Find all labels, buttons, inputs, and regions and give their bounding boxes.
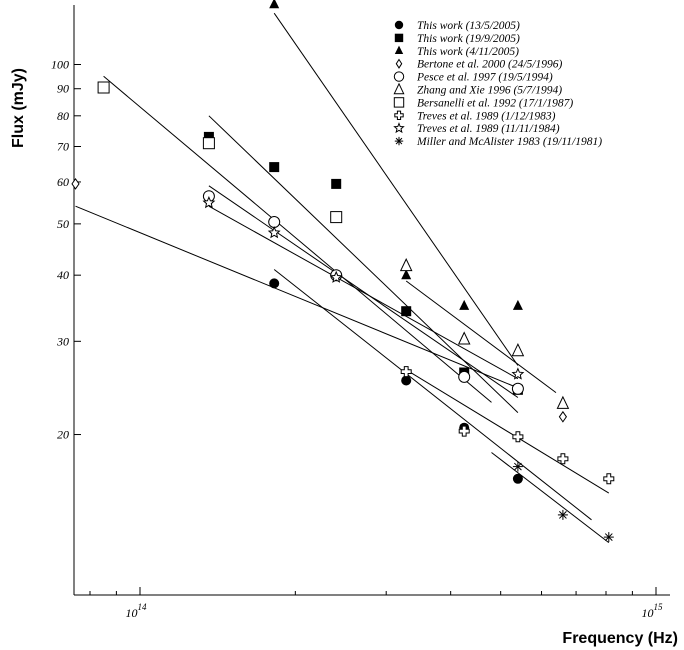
data-point-s3-4 [512,299,523,310]
legend-label-5: Pesce et al. 1997 (19/5/1994) [416,72,553,84]
y-tick-label: 90 [57,82,69,96]
data-point-s2-3 [331,178,342,189]
legend-label-8: Treves et al. 1989 (1/12/1983) [417,110,556,122]
y-tick-label: 50 [57,217,69,231]
data-point-s9-4 [511,367,525,380]
data-point-s6-3 [511,343,525,357]
fit-line-2 [208,115,519,413]
legend-marker-2 [394,33,404,43]
data-point-s10-3 [603,532,614,543]
data-point-s8-2 [458,425,470,437]
data-point-s9-3 [329,270,343,283]
x-tick-label: 1015 [642,602,664,620]
legend-marker-3 [394,45,404,54]
fit-line-4 [75,205,519,389]
fit-line-8 [405,369,610,494]
data-point-s2-1 [203,131,214,142]
fit-line-9 [208,205,519,380]
y-tick-label: 30 [56,334,69,348]
fit-lines [75,12,610,543]
y-tick-label: 100 [51,58,69,72]
data-point-s1-2 [401,375,412,386]
data-point-s2-4 [401,306,412,317]
legend-marker-9 [393,122,405,134]
data-point-s8-5 [603,473,615,485]
y-axis-title: Flux (mJy) [10,68,27,148]
data-point-s6-1 [399,257,413,272]
fit-line-3 [273,12,519,366]
y-tick-label: 60 [57,175,69,189]
legend-label-10: Miller and McAlister 1983 (19/11/1981) [416,136,602,148]
legend-marker-1 [394,20,404,30]
legend-marker-10 [394,136,404,146]
data-point-s5-5 [511,382,524,395]
data-point-s10-2 [557,509,568,520]
data-point-s9-1 [202,196,216,209]
legend-label-9: Treves et al. 1989 (11/11/1984) [417,123,560,135]
data-point-s8-3 [512,431,524,443]
data-point-s7-1 [97,81,110,94]
data-point-s4-2 [558,410,568,423]
data-point-s6-4 [556,395,570,409]
data-point-s5-2 [268,216,281,228]
fit-line-7 [103,75,492,403]
data-point-s2-2 [269,162,280,173]
data-point-s1-4 [512,473,523,484]
data-point-s6-2 [457,331,471,345]
data-point-s3-2 [401,269,412,280]
data-point-s10-1 [512,461,523,472]
legend-marker-4 [395,58,403,69]
legend: This work (13/5/2005)This work (19/9/200… [393,20,602,148]
legend-label-1: This work (13/5/2005) [417,20,520,32]
y-tick-label: 70 [57,140,69,154]
legend-marker-8 [394,110,404,120]
y-tick-label: 40 [57,268,69,282]
data-point-s7-3 [330,211,343,224]
fit-line-10 [491,452,610,543]
fit-line-1 [273,269,592,521]
fit-line-6 [405,280,557,394]
data-markers [71,0,615,543]
legend-label-4: Bertone et al. 2000 (24/5/1996) [417,59,562,71]
legend-label-6: Zhang and Xie 1996 (5/7/1994) [417,85,562,97]
fit-line-5 [208,185,519,398]
data-point-s1-1 [269,278,280,289]
data-point-s3-1 [269,0,280,9]
x-tick-label: 1014 [126,602,148,620]
legend-label-3: This work (4/11/2005) [417,46,519,58]
y-tick-label: 80 [57,109,69,123]
data-point-s8-4 [557,453,569,465]
data-point-s7-2 [202,137,215,150]
data-point-s9-2 [267,226,281,239]
data-point-s4-1 [71,178,80,190]
data-point-s3-3 [459,299,470,310]
data-point-s5-4 [458,370,471,383]
plot-frame: 20 30 40 50 60 70 80 90 100 1014 1015 [51,5,670,620]
legend-label-7: Bersanelli et al. 1992 (17/1/1987) [417,97,573,109]
legend-marker-7 [393,97,405,108]
legend-marker-6 [393,82,405,95]
legend-label-2: This work (19/9/2005) [417,33,520,45]
data-point-s8-1 [400,366,412,378]
x-axis-title: Frequency (Hz) [562,630,678,647]
y-tick-label: 20 [57,428,69,442]
legend-marker-5 [393,71,405,82]
